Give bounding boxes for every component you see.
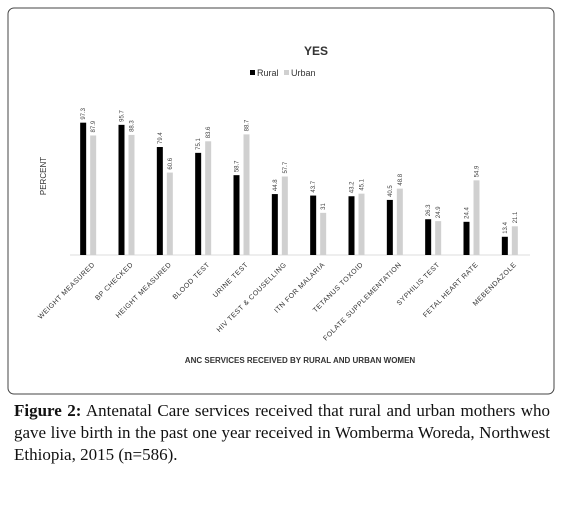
bar xyxy=(156,147,163,255)
chart-title: YES xyxy=(304,44,328,58)
bar xyxy=(473,180,480,255)
x-tick-label: HIV TEST & COUSELLING xyxy=(216,261,288,333)
value-label: 26.3 xyxy=(426,204,432,216)
x-axis-label: ANC SERVICES RECEIVED BY RURAL AND URBAN… xyxy=(185,356,416,365)
legend-swatch xyxy=(284,70,289,75)
value-label: 54.9 xyxy=(475,165,481,177)
bar xyxy=(128,134,135,255)
chart: YES ANC SERVICES RECEIVED BY RURAL AND U… xyxy=(7,7,555,395)
value-label: 24.9 xyxy=(436,206,442,218)
bar xyxy=(195,152,202,255)
bar xyxy=(243,134,250,255)
caption-text: Antenatal Care services received that ru… xyxy=(14,401,550,464)
bar xyxy=(435,221,442,255)
bar xyxy=(511,226,518,255)
x-tick-label: WEIGHT MEASURED xyxy=(37,261,96,320)
value-label: 43.7 xyxy=(311,180,317,192)
bar xyxy=(90,135,97,255)
value-label: 88.7 xyxy=(245,119,251,131)
value-label: 31 xyxy=(321,203,327,210)
bar xyxy=(166,172,173,255)
bar xyxy=(80,122,87,255)
bar xyxy=(320,212,327,255)
value-label: 95.7 xyxy=(120,110,126,122)
value-label: 44.8 xyxy=(273,179,279,191)
bar xyxy=(386,199,393,255)
x-tick-label: URINE TEST xyxy=(212,261,250,299)
value-label: 45.1 xyxy=(360,178,366,190)
bar xyxy=(425,219,432,255)
value-label: 43.2 xyxy=(350,181,356,193)
value-label: 48.8 xyxy=(398,173,404,185)
x-tick-label: BLOOD TEST xyxy=(172,261,212,301)
value-label: 58.7 xyxy=(235,160,241,172)
value-label: 24.4 xyxy=(465,206,471,218)
value-label: 40.5 xyxy=(388,185,394,197)
value-label: 88.3 xyxy=(130,120,136,132)
bar xyxy=(205,141,212,255)
value-label: 97.3 xyxy=(81,107,87,119)
value-label: 21.1 xyxy=(513,211,519,223)
value-label: 13.4 xyxy=(503,221,509,233)
bar xyxy=(281,176,288,255)
legend-label: Urban xyxy=(291,68,316,78)
x-tick-label: FOLATE SUPPLEMENTATION xyxy=(322,261,403,342)
bar xyxy=(348,196,355,255)
value-label: 57.7 xyxy=(283,161,289,173)
value-label: 60.6 xyxy=(168,157,174,169)
bar xyxy=(233,175,240,255)
bar xyxy=(118,124,125,256)
x-tick-label: BP CHECKED xyxy=(94,261,135,302)
value-label: 75.1 xyxy=(196,138,202,150)
caption: Figure 2: Antenatal Care services receiv… xyxy=(14,400,550,466)
bar xyxy=(310,195,317,255)
bar xyxy=(358,193,365,255)
value-label: 83.6 xyxy=(206,126,212,138)
x-tick-label: MEBENDAZOLE xyxy=(472,261,518,307)
legend-label: Rural xyxy=(257,68,279,78)
bar xyxy=(271,194,278,255)
value-label: 87.9 xyxy=(91,120,97,132)
bar xyxy=(396,188,403,255)
frame xyxy=(7,7,555,395)
y-axis-label: PERCENT xyxy=(39,157,48,195)
bar xyxy=(463,221,470,255)
bar xyxy=(501,236,508,255)
value-label: 79.4 xyxy=(158,132,164,144)
caption-label: Figure 2: xyxy=(14,401,82,420)
legend-swatch xyxy=(250,70,255,75)
